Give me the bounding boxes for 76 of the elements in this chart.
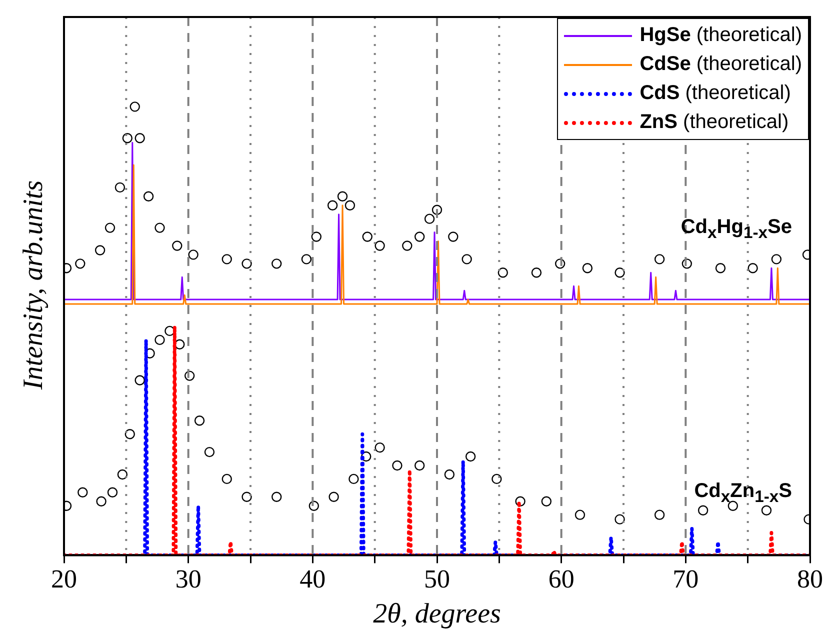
point xyxy=(362,232,372,242)
point xyxy=(94,245,106,256)
point xyxy=(374,240,385,251)
point xyxy=(242,258,252,269)
point xyxy=(761,505,772,516)
point xyxy=(498,268,508,278)
point xyxy=(328,492,339,502)
point xyxy=(424,214,435,224)
point xyxy=(748,263,758,274)
x-tick-label: 80 xyxy=(797,564,823,594)
point xyxy=(465,451,476,462)
point xyxy=(654,254,665,264)
point xyxy=(531,268,542,278)
point xyxy=(414,460,425,471)
point xyxy=(654,510,665,520)
point xyxy=(78,487,88,498)
point xyxy=(124,429,135,440)
point xyxy=(444,469,455,480)
point xyxy=(392,460,402,471)
series-label: Cd$_{x}$Zn$_{1-x}$S xyxy=(694,480,792,508)
point xyxy=(614,514,625,524)
x-tick-label: 70 xyxy=(672,564,699,594)
point xyxy=(122,132,133,144)
legend-label: CdSe (theoretical) xyxy=(640,53,802,76)
point xyxy=(117,469,128,480)
point xyxy=(698,505,708,516)
point xyxy=(222,474,232,484)
point xyxy=(114,182,126,193)
point xyxy=(222,254,232,264)
point xyxy=(194,416,205,426)
point xyxy=(541,496,552,506)
point xyxy=(204,446,215,458)
point xyxy=(96,496,106,506)
point xyxy=(771,254,782,264)
point xyxy=(327,200,338,210)
point xyxy=(172,240,182,251)
point xyxy=(414,232,425,242)
point xyxy=(614,268,625,278)
point xyxy=(582,263,593,274)
point xyxy=(715,263,726,274)
x-tick-label: 40 xyxy=(300,564,326,594)
point xyxy=(272,258,282,269)
point xyxy=(272,492,282,502)
point xyxy=(301,254,312,264)
point xyxy=(374,442,385,453)
x-tick-label: 60 xyxy=(548,564,574,594)
point xyxy=(402,240,412,251)
point xyxy=(462,254,472,264)
x-axis-title: 2θ, degrees xyxy=(373,598,501,630)
x-tick-label: 50 xyxy=(424,564,450,594)
point xyxy=(728,500,738,511)
point xyxy=(242,492,252,502)
point xyxy=(154,222,165,233)
x-tick-label: 20 xyxy=(51,564,77,594)
point xyxy=(107,487,118,498)
point xyxy=(311,232,322,242)
point xyxy=(344,200,356,210)
point xyxy=(134,132,145,144)
y-axis-title: Intensity, arb.units xyxy=(18,180,50,390)
legend-label: ZnS (theoretical) xyxy=(640,111,789,134)
legend-label: CdS (theoretical) xyxy=(640,82,791,105)
point xyxy=(104,222,116,233)
point xyxy=(134,375,145,386)
point xyxy=(492,474,502,484)
point xyxy=(188,250,198,260)
point xyxy=(348,474,359,484)
point xyxy=(75,258,86,269)
series-label: Cd$_{x}$Hg$_{1-x}$Se xyxy=(680,216,792,243)
point xyxy=(130,102,140,112)
point xyxy=(337,191,348,202)
x-tick-label: 30 xyxy=(175,564,202,594)
point xyxy=(574,510,586,520)
point xyxy=(154,334,165,346)
legend-label: HgSe (theoretical) xyxy=(640,24,802,47)
point xyxy=(448,232,458,242)
point xyxy=(143,191,154,202)
